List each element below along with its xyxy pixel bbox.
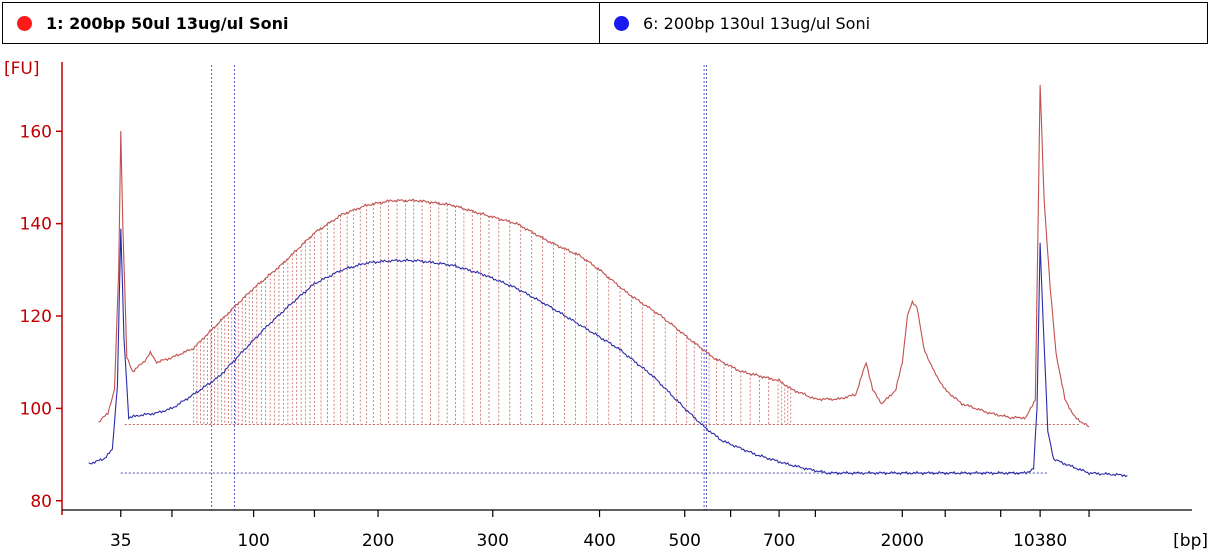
x-tick-label: 100 (237, 531, 269, 551)
x-tick-label: 300 (477, 531, 509, 551)
y-tick-label: 80 (30, 492, 52, 512)
x-tick-label: 400 (583, 531, 615, 551)
y-axis-label: [FU] (4, 59, 40, 79)
legend-label-6: 6: 200bp 130ul 13ug/ul Soni (643, 13, 871, 33)
series-line-sample-1 (98, 84, 1090, 428)
legend-item-sample-1[interactable]: 1: 200bp 50ul 13ug/ul Soni (3, 3, 600, 43)
x-axis-label: [bp] (1173, 531, 1208, 551)
sample-1-dot-icon (17, 15, 32, 31)
y-tick-label: 160 (20, 122, 52, 142)
series-line-sample-6 (88, 228, 1128, 478)
x-tick-label: 10380 (1013, 531, 1067, 551)
x-tick-label: 700 (763, 531, 795, 551)
x-tick-label: 2000 (881, 531, 924, 551)
x-tick-label: 200 (362, 531, 394, 551)
x-tick-label: 500 (669, 531, 701, 551)
y-tick-label: 140 (20, 215, 52, 235)
y-tick-label: 100 (20, 399, 52, 419)
y-tick-label: 120 (20, 307, 52, 327)
legend-label-1: 1: 200bp 50ul 13ug/ul Soni (46, 13, 289, 33)
x-tick-label: 35 (110, 531, 132, 551)
sample-6-dot-icon (614, 15, 629, 31)
legend-item-sample-6[interactable]: 6: 200bp 130ul 13ug/ul Soni (600, 3, 1207, 43)
legend: 1: 200bp 50ul 13ug/ul Soni 6: 200bp 130u… (2, 2, 1208, 44)
